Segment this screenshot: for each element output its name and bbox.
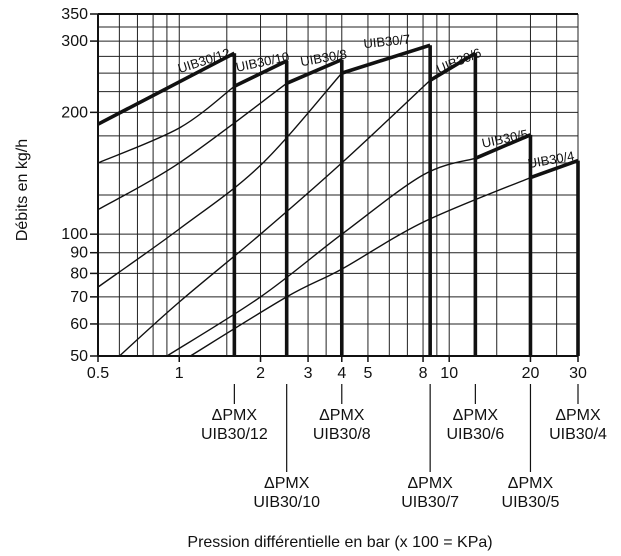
x-tick-label: 8 bbox=[419, 365, 428, 382]
series-max-segment bbox=[97, 51, 236, 126]
pmx-symbol: ΔPMX bbox=[453, 407, 499, 424]
x-tick-label: 4 bbox=[337, 365, 346, 382]
pmx-annotations: ΔPMX UIB30/12 ΔPMX UIB30/10 ΔPMX UIB30/8 ΔPMX U… bbox=[201, 384, 607, 511]
series-max-segment bbox=[233, 59, 288, 88]
series-curve bbox=[190, 176, 531, 357]
pmx-model: UIB30/5 bbox=[502, 494, 560, 511]
pmx-model: UIB30/10 bbox=[253, 494, 320, 511]
series-label: UIB30/12 bbox=[176, 45, 232, 76]
pmx-symbol: ΔPMX bbox=[407, 475, 453, 492]
y-tick-label: 300 bbox=[61, 33, 88, 50]
pmx-model: UIB30/8 bbox=[313, 426, 371, 443]
pmx-symbol: ΔPMX bbox=[264, 475, 310, 492]
tick-labels: 50 60 70 80 90 100 200 300 350 0.5 1 2 3 4 5 8 10 20 30 bbox=[61, 6, 587, 382]
series-max-segment bbox=[429, 51, 477, 82]
series-max-segment bbox=[285, 57, 343, 85]
x-tick-label: 5 bbox=[363, 365, 372, 382]
y-tick-label: 50 bbox=[70, 348, 88, 365]
y-axis-label: Débits en kg/h bbox=[14, 139, 31, 241]
pmx-model: UIB30/7 bbox=[401, 494, 459, 511]
x-tick-label: 3 bbox=[304, 365, 313, 382]
x-tick-label: 0.5 bbox=[87, 365, 109, 382]
series-curve bbox=[97, 82, 288, 211]
x-tick-label: 10 bbox=[440, 365, 458, 382]
y-tick-label: 100 bbox=[61, 226, 88, 243]
series-curves bbox=[97, 43, 580, 357]
grid-lines bbox=[98, 14, 579, 356]
x-tick-label: 20 bbox=[522, 365, 540, 382]
pmx-model: UIB30/6 bbox=[446, 426, 504, 443]
series-max-segment bbox=[474, 133, 532, 160]
pmx-symbol: ΔPMX bbox=[555, 407, 601, 424]
y-tick-label: 80 bbox=[70, 265, 88, 282]
series-curve bbox=[166, 157, 476, 357]
pmx-model: UIB30/12 bbox=[201, 426, 268, 443]
x-tick-label: 30 bbox=[569, 365, 587, 382]
y-tick-label: 350 bbox=[61, 6, 88, 23]
series-curve bbox=[97, 85, 235, 164]
x-tick-label: 1 bbox=[175, 365, 184, 382]
pmx-symbol: ΔPMX bbox=[319, 407, 365, 424]
pmx-symbol: ΔPMX bbox=[212, 407, 258, 424]
series-curve bbox=[97, 72, 343, 288]
pmx-symbol: ΔPMX bbox=[508, 475, 554, 492]
series-label: UIB30/4 bbox=[527, 148, 576, 171]
pmx-model: UIB30/4 bbox=[549, 426, 607, 443]
y-tick-label: 200 bbox=[61, 104, 88, 121]
y-tick-label: 70 bbox=[70, 289, 88, 306]
series-curve bbox=[118, 79, 431, 357]
series-max-segment bbox=[341, 43, 431, 75]
series-max-segment bbox=[529, 158, 579, 180]
y-tick-label: 90 bbox=[70, 245, 88, 262]
plot-frame bbox=[97, 13, 578, 357]
y-tick-label: 60 bbox=[70, 316, 88, 333]
series-label: UIB30/7 bbox=[363, 31, 411, 51]
x-tick-label: 2 bbox=[256, 365, 265, 382]
x-axis-label: Pression différentielle en bar (x 100 = … bbox=[187, 534, 492, 551]
